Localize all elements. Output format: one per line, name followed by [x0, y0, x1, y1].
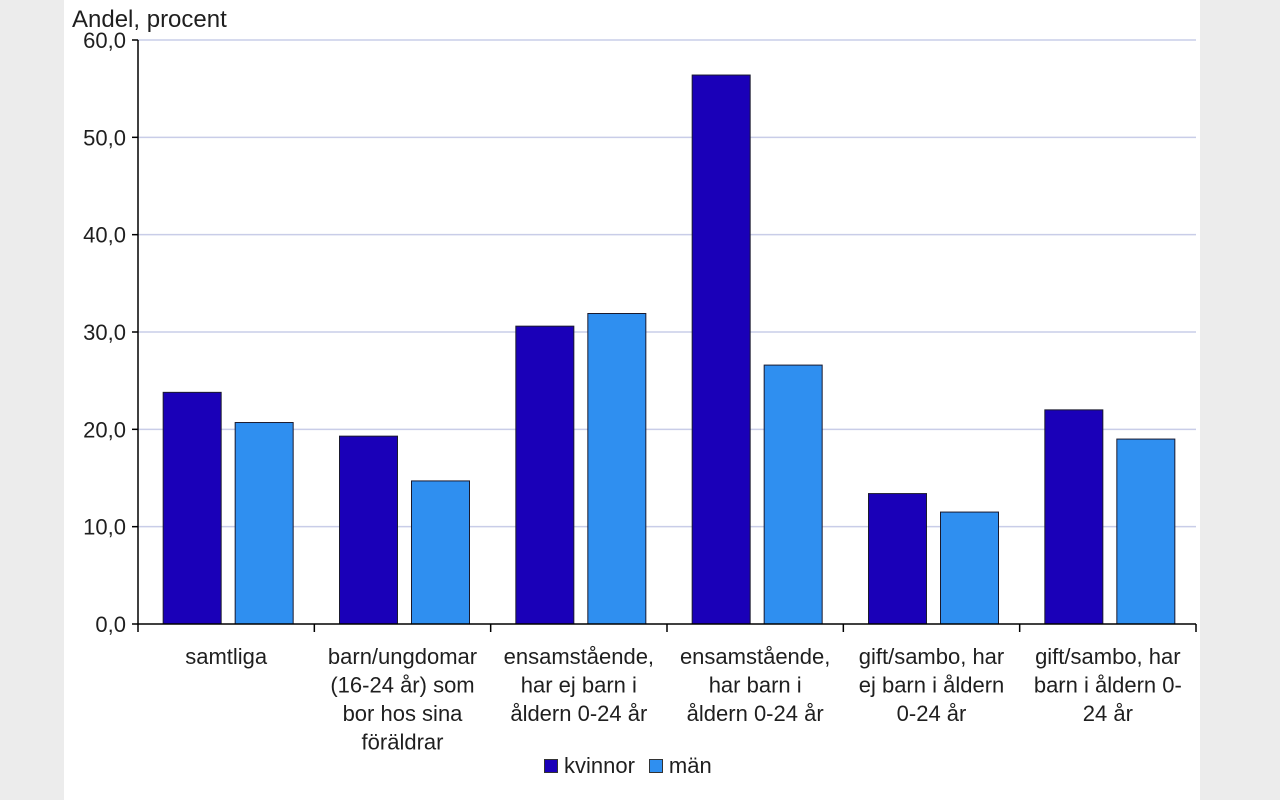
bar [162, 391, 222, 625]
bar [763, 364, 823, 625]
legend-swatch-man [648, 759, 663, 773]
y-tick-label: 30,0 [83, 320, 126, 345]
legend: kvinnor män [544, 752, 726, 780]
bar [587, 313, 647, 625]
bar [1116, 438, 1176, 625]
x-tick-label: ensamstående, har barn i åldern 0-24 år [680, 644, 830, 726]
legend-item-kvinnor: kvinnor [544, 753, 635, 779]
legend-label-kvinnor: kvinnor [564, 753, 635, 778]
legend-swatch-kvinnor [544, 759, 558, 773]
x-tick-label: samtliga [185, 644, 268, 669]
y-axis-label: Andel, procent [72, 6, 227, 33]
y-tick-label: 60,0 [83, 28, 126, 53]
y-tick-label: 0,0 [95, 612, 126, 637]
y-tick-label: 40,0 [83, 223, 126, 248]
legend-label-man: män [668, 753, 712, 778]
bar [940, 511, 999, 625]
x-tick-label: barn/ungdomar (16-24 år) som bor hos sina f… [328, 644, 477, 755]
y-tick-label: 50,0 [83, 125, 126, 150]
bar [515, 325, 575, 625]
y-tick-label: 20,0 [83, 417, 126, 442]
bar [411, 480, 470, 625]
bar [1044, 409, 1104, 625]
legend-item-man: män [648, 753, 712, 779]
y-tick-label: 10,0 [83, 515, 126, 540]
bar [339, 435, 398, 625]
bar [868, 493, 927, 625]
bar [691, 74, 751, 625]
bar [234, 422, 294, 625]
x-tick-label: ensamstående, har ej barn i åldern 0-24 år [504, 644, 654, 726]
x-tick-label: gift/sambo, har barn i åldern 0-24 år [1034, 644, 1182, 726]
x-tick-label: gift/sambo, har ej barn i åldern 0-24 år [859, 644, 1005, 726]
